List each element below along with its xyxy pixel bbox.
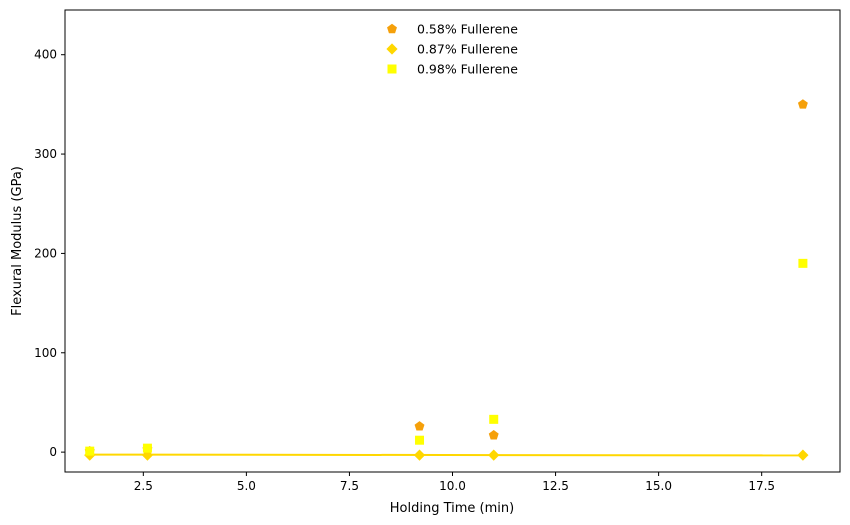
data-point xyxy=(414,421,425,431)
x-tick-label: 10.0 xyxy=(439,479,466,493)
x-tick-label: 15.0 xyxy=(645,479,672,493)
x-tick-label: 2.5 xyxy=(134,479,153,493)
data-point xyxy=(488,430,499,440)
y-tick-label: 200 xyxy=(34,246,57,260)
data-point xyxy=(488,449,500,461)
legend-item: 0.87% Fullerene xyxy=(386,42,518,57)
plot-area xyxy=(84,99,809,461)
data-point xyxy=(142,443,152,453)
data-point xyxy=(797,99,808,109)
x-tick-label: 12.5 xyxy=(542,479,569,493)
legend-marker xyxy=(387,64,397,74)
x-tick-label: 5.0 xyxy=(237,479,256,493)
legend-label: 0.98% Fullerene xyxy=(417,62,518,77)
x-tick-label: 17.5 xyxy=(748,479,775,493)
legend-item: 0.58% Fullerene xyxy=(387,22,518,37)
x-axis: 2.5 5.0 7.5 10.0 12.5 15.0 17.5 xyxy=(134,472,775,493)
legend-marker xyxy=(387,23,397,34)
y-tick-label: 0 xyxy=(49,445,57,459)
y-tick-label: 100 xyxy=(34,346,57,360)
data-point xyxy=(489,414,499,424)
legend-label: 0.58% Fullerene xyxy=(417,22,518,37)
y-axis: 0 100 200 300 400 xyxy=(34,48,65,459)
fit-line xyxy=(89,453,803,457)
data-point xyxy=(797,449,809,461)
legend-item: 0.98% Fullerene xyxy=(387,62,518,77)
data-point xyxy=(798,258,808,268)
series-3 xyxy=(85,258,808,456)
y-tick-label: 300 xyxy=(34,147,57,161)
legend-label: 0.87% Fullerene xyxy=(417,42,518,57)
data-point xyxy=(85,446,95,456)
legend-marker xyxy=(386,43,398,55)
x-axis-label: Holding Time (min) xyxy=(390,501,514,516)
y-axis-label: Flexural Modulus (GPa) xyxy=(10,166,25,316)
legend: 0.58% Fullerene 0.87% Fullerene 0.98% Full… xyxy=(386,22,518,77)
data-point xyxy=(413,449,426,461)
y-tick-label: 400 xyxy=(34,48,57,62)
x-tick-label: 7.5 xyxy=(340,479,359,493)
data-point xyxy=(415,435,425,445)
